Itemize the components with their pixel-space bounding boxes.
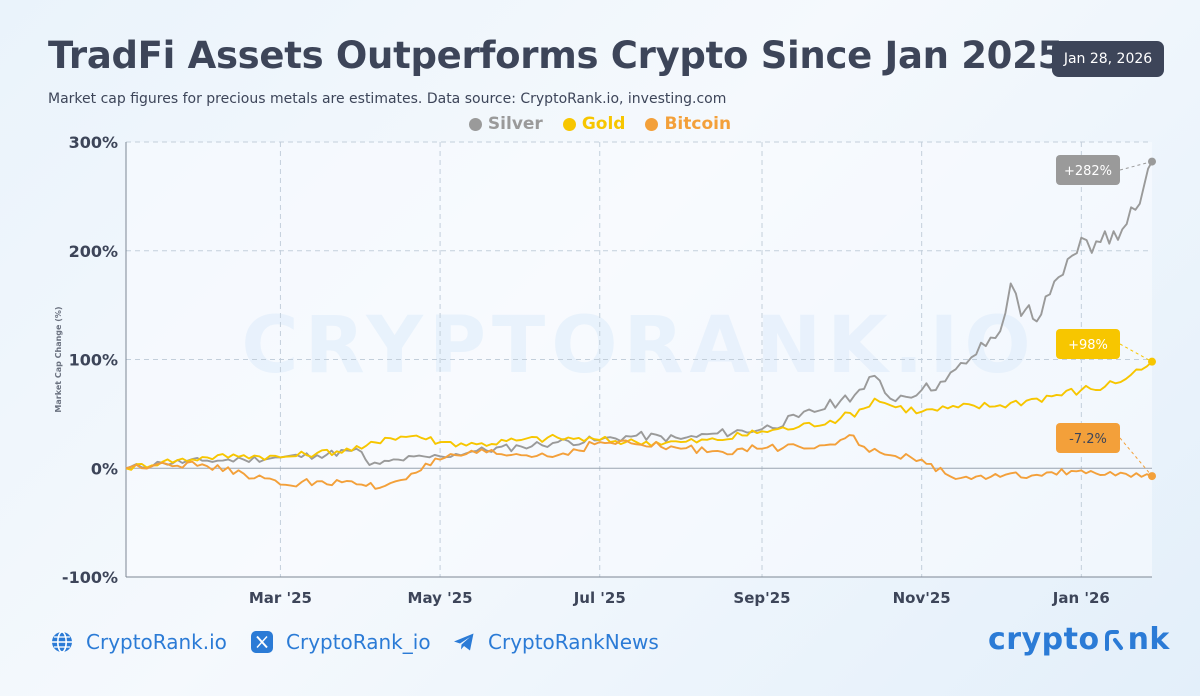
footer-website-link[interactable]: CryptoRank.io [50,630,227,654]
end-label-bitcoin: -7.2% [1069,432,1107,447]
cryptorank-logo: crypto nk [988,622,1170,657]
x-tick-label: Sep'25 [733,589,790,607]
y-tick-label: -100% [62,568,118,587]
legend-item-silver[interactable]: Silver [468,114,543,134]
x-tick-label: Mar '25 [249,589,312,607]
brand-mark-icon [1104,629,1123,651]
legend-label-silver: Silver [487,114,543,134]
x-tick-label: Nov'25 [893,589,951,607]
end-label-box-bitcoin [1056,423,1120,453]
footer-twitter-link[interactable]: CryptoRank_io [250,630,431,654]
legend-label-gold: Gold [581,114,626,134]
series-line-gold [125,360,1153,471]
date-badge: Jan 28, 2026 [1052,41,1164,77]
chart-title: TradFi Assets Outperforms Crypto Since J… [48,34,1064,77]
legend-item-gold[interactable]: Gold [562,114,626,134]
telegram-icon [454,633,474,651]
end-label-box-gold [1056,329,1120,359]
series-end-point-silver [1148,157,1156,166]
legend-dot-gold [562,117,576,131]
end-label-box-silver [1056,155,1120,185]
x-tick-label: May '25 [408,589,473,607]
series-line-silver [125,161,1153,470]
legend-item-bitcoin[interactable]: Bitcoin [645,114,731,134]
legend-label-bitcoin: Bitcoin [664,114,732,134]
x-twitter-icon [251,631,273,653]
y-tick-label: 0% [91,459,118,478]
end-label-gold: +98% [1068,338,1108,353]
x-tick-label: Jul '25 [573,589,626,607]
legend-dot-silver [468,117,482,131]
footer-telegram-label: CryptoRankNews [488,630,659,654]
end-label-connector-gold [1119,343,1153,363]
footer-telegram-link[interactable]: CryptoRankNews [452,630,659,654]
watermark-text: CRYPTORANK.IO [241,301,1036,391]
legend-dot-bitcoin [645,117,659,131]
y-tick-label: 100% [69,351,118,370]
brand-prefix: crypto [988,622,1100,657]
footer-website-label: CryptoRank.io [86,630,227,654]
y-tick-label: 200% [69,242,118,261]
chart-legend: Silver Gold Bitcoin [0,114,1200,134]
x-tick-label: Jan '26 [1052,589,1110,607]
series-line-bitcoin [125,434,1153,490]
globe-icon [52,631,72,653]
brand-suffix: nk [1127,622,1170,657]
chart-subtitle: Market cap figures for precious metals a… [48,91,727,107]
footer-twitter-label: CryptoRank_io [286,630,431,654]
y-tick-label: 300% [69,133,118,152]
end-label-connector-bitcoin [1119,437,1153,477]
end-label-silver: +282% [1064,164,1112,179]
y-axis-title: Market Cap Change (%) [54,306,63,412]
